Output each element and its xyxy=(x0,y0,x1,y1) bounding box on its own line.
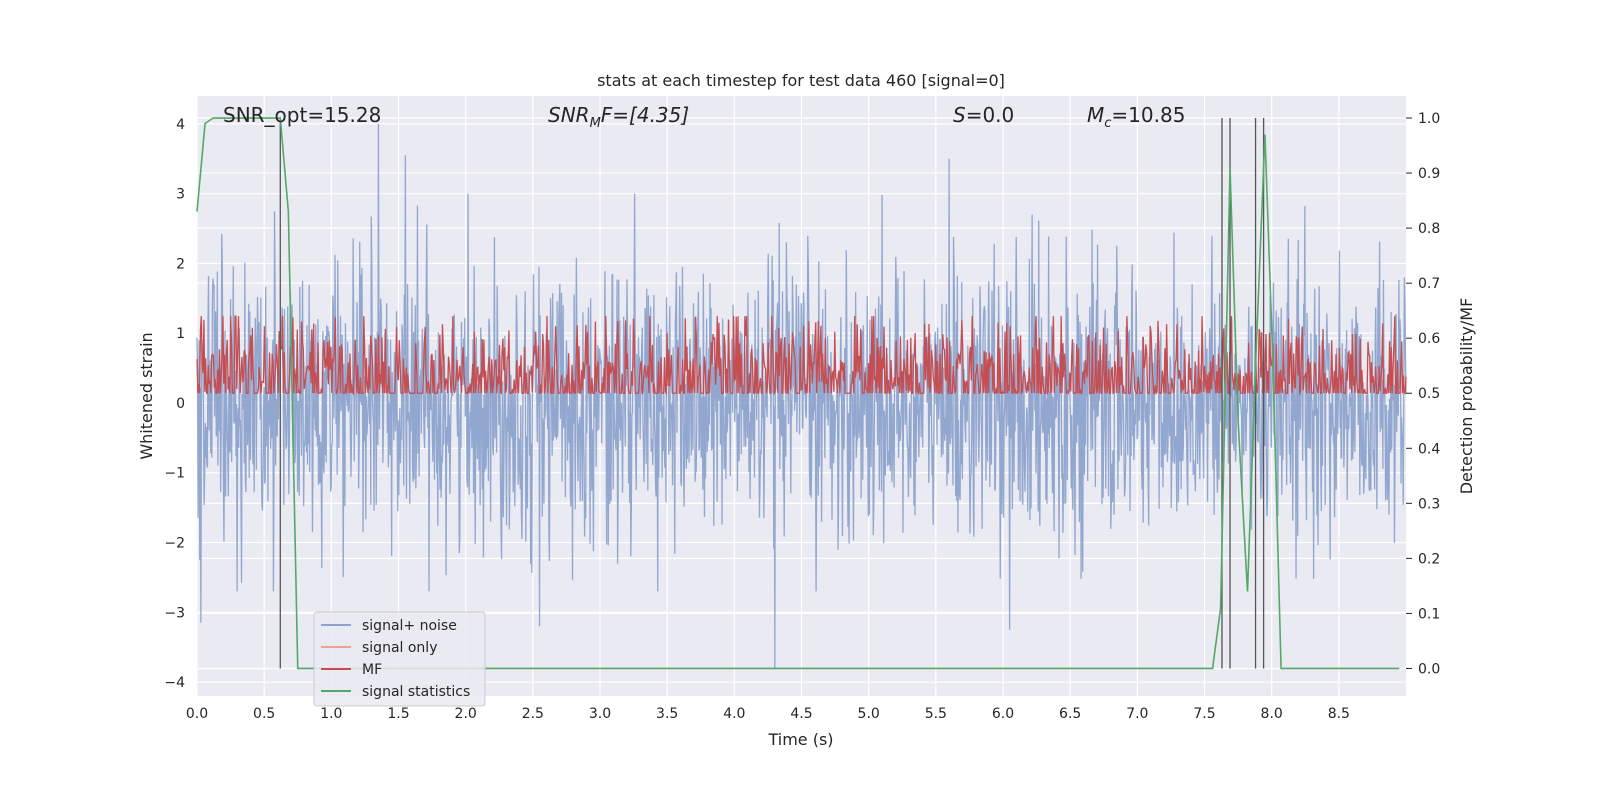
x-tick-label: 8.0 xyxy=(1261,706,1283,722)
y-left-tick-label: 4 xyxy=(176,117,185,133)
y-right-tick-label: 1.0 xyxy=(1418,111,1440,127)
x-tick-label: 3.0 xyxy=(589,706,611,722)
y-left-tick-label: −4 xyxy=(164,675,185,691)
x-tick-label: 4.5 xyxy=(790,706,812,722)
y-left-tick-label: 2 xyxy=(176,256,185,272)
y-right-tick-label: 0.4 xyxy=(1418,441,1440,457)
x-tick-label: 5.5 xyxy=(925,706,947,722)
y-right-tick-label: 0.9 xyxy=(1418,166,1440,182)
snr-mf-suffix: F=[4.35] xyxy=(601,103,689,127)
vertical-markers xyxy=(279,118,1265,669)
annotation-snr-opt: SNR_opt=15.28 xyxy=(223,103,381,127)
x-tick-label: 7.5 xyxy=(1193,706,1215,722)
y-left-tick-label: 1 xyxy=(176,326,185,342)
x-tick-label: 0.0 xyxy=(186,706,208,722)
annotation-mc: Mc=10.85 xyxy=(1087,103,1185,131)
x-tick-label: 5.0 xyxy=(858,706,880,722)
mc-sub: c xyxy=(1104,116,1111,131)
y-right-tick-label: 0.3 xyxy=(1418,496,1440,512)
y-right-tick-label: 0.6 xyxy=(1418,331,1440,347)
legend-box xyxy=(313,611,486,707)
x-tick-label: 1.5 xyxy=(387,706,409,722)
y-left-tick-label: −1 xyxy=(164,466,185,482)
line-mf xyxy=(196,315,1407,396)
y-left-tick-label: −2 xyxy=(164,536,185,552)
legend: signal+ noise signal only MF signal stat… xyxy=(313,611,486,707)
legend-label-signal-noise: signal+ noise xyxy=(362,618,457,634)
y-right-tick-label: 0.1 xyxy=(1418,606,1440,622)
line-signal-statistics xyxy=(196,117,1400,670)
snr-mf-prefix: SNR xyxy=(548,103,590,127)
s-value: =0.0 xyxy=(966,103,1015,127)
mc-var: M xyxy=(1087,103,1104,127)
x-tick-label: 0.5 xyxy=(253,706,275,722)
y-left-axis-ticks: 4 3 2 1 0 −1 −2 −3 −4 xyxy=(164,117,185,691)
signal-statistics-series xyxy=(196,117,1400,670)
x-tick-label: 8.5 xyxy=(1328,706,1350,722)
x-tick-label: 2.0 xyxy=(455,706,477,722)
s-var: S xyxy=(953,103,966,127)
x-tick-label: 6.5 xyxy=(1059,706,1081,722)
y-right-tick-label: 0.0 xyxy=(1418,661,1440,677)
y-left-tick-label: −3 xyxy=(164,605,185,621)
annotation-snr-mf: SNRMF=[4.35] xyxy=(548,103,689,131)
x-axis-label: Time (s) xyxy=(767,730,833,749)
snr-mf-sub: M xyxy=(590,116,601,131)
y-right-tick-label: 0.2 xyxy=(1418,551,1440,567)
y-right-tick-label: 0.7 xyxy=(1418,276,1440,292)
annotation-s: S=0.0 xyxy=(953,103,1014,127)
x-axis-ticks: 0.0 0.5 1.0 1.5 2.0 2.5 3.0 3.5 4.0 4.5 5.0 5.5 6.0 6… xyxy=(186,706,1350,722)
y-right-tick-label: 0.5 xyxy=(1418,386,1440,402)
x-tick-label: 7.0 xyxy=(1126,706,1148,722)
mf-series xyxy=(196,315,1407,396)
x-tick-label: 6.0 xyxy=(992,706,1014,722)
y-right-axis-ticks: 1.0 0.9 0.8 0.7 0.6 0.5 0.4 0.3 0.2 0.1 0.0 xyxy=(1406,111,1440,677)
legend-label-signal-only: signal only xyxy=(362,640,437,656)
y-left-tick-label: 3 xyxy=(176,187,185,203)
x-tick-label: 3.5 xyxy=(656,706,678,722)
x-tick-label: 4.0 xyxy=(723,706,745,722)
legend-label-signal-statistics: signal statistics xyxy=(362,684,470,700)
mc-value: =10.85 xyxy=(1111,103,1185,127)
x-tick-label: 1.0 xyxy=(320,706,342,722)
x-tick-label: 2.5 xyxy=(522,706,544,722)
y-right-tick-label: 0.8 xyxy=(1418,221,1440,237)
y-left-tick-label: 0 xyxy=(176,396,185,412)
legend-label-mf: MF xyxy=(362,662,382,678)
chart-title: stats at each timestep for test data 460… xyxy=(597,71,1005,90)
y-right-axis-label: Detection probability/MF xyxy=(1457,298,1476,495)
y-left-axis-label: Whitened strain xyxy=(137,332,156,459)
